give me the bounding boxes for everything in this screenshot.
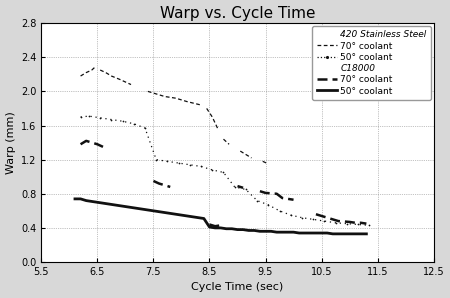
Title: Warp vs. Cycle Time: Warp vs. Cycle Time	[160, 6, 315, 21]
X-axis label: Cycle Time (sec): Cycle Time (sec)	[191, 283, 284, 292]
Legend: 420 Stainless Steel, 70° coolant, 50° coolant, C18000, 70° coolant, 50° coolant: 420 Stainless Steel, 70° coolant, 50° co…	[312, 26, 431, 100]
Y-axis label: Warp (mm): Warp (mm)	[5, 111, 16, 174]
